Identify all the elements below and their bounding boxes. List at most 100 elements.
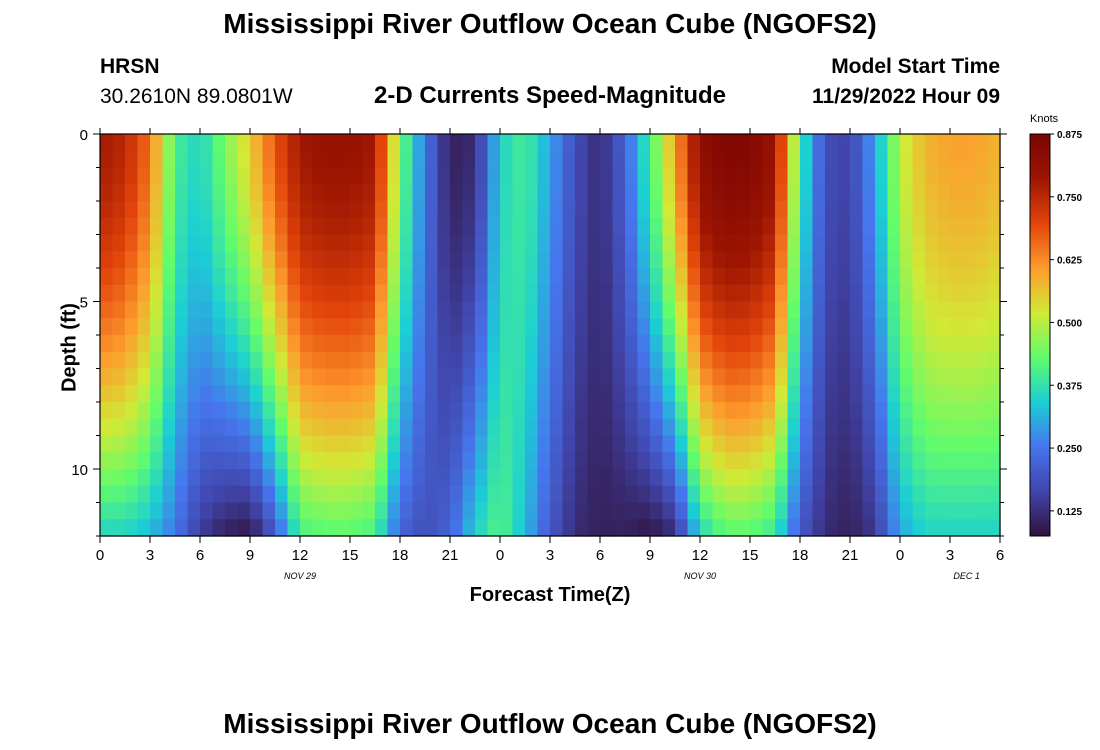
heatmap-cell: [887, 167, 901, 185]
heatmap-cell: [225, 234, 239, 252]
heatmap-cell: [437, 268, 451, 286]
heatmap-cell: [875, 318, 889, 336]
heatmap-cell: [925, 251, 939, 269]
colorbar-tick-label: 0.500: [1057, 318, 1082, 329]
heatmap-cell: [900, 284, 914, 303]
heatmap-cell: [825, 351, 839, 370]
heatmap-cell: [987, 184, 1001, 202]
heatmap-cell: [962, 368, 976, 386]
heatmap-cell: [625, 217, 639, 236]
heatmap-cell: [125, 402, 139, 420]
heatmap-cell: [537, 335, 551, 353]
heatmap-cell: [937, 318, 951, 336]
heatmap-cell: [925, 485, 939, 504]
heatmap-cell: [262, 469, 276, 487]
x-tick-label: 0: [96, 547, 104, 564]
heatmap-cell: [887, 150, 901, 169]
heatmap-cell: [937, 519, 951, 537]
heatmap-cell: [762, 469, 776, 487]
heatmap-cell: [637, 167, 651, 185]
heatmap-cell: [637, 519, 651, 537]
heatmap-cell: [725, 217, 739, 236]
heatmap-cell: [850, 402, 864, 420]
heatmap-cell: [587, 485, 601, 504]
heatmap-cell: [387, 217, 401, 236]
heatmap-cell: [887, 485, 901, 504]
heatmap-cell: [487, 485, 501, 504]
heatmap-cell: [825, 234, 839, 252]
heatmap-cell: [337, 435, 351, 453]
heatmap-cell: [975, 418, 989, 437]
heatmap-cell: [762, 502, 776, 520]
heatmap-cell: [650, 452, 664, 470]
heatmap-cell: [175, 184, 189, 202]
heatmap-cell: [700, 418, 714, 437]
heatmap-cell: [575, 519, 589, 537]
heatmap-cell: [200, 268, 214, 286]
heatmap-cell: [562, 150, 576, 169]
heatmap-cell: [550, 435, 564, 453]
heatmap-cell: [787, 402, 801, 420]
heatmap-cell: [375, 284, 389, 303]
heatmap-cell: [287, 234, 301, 252]
heatmap-cell: [525, 519, 539, 537]
heatmap-cell: [312, 201, 326, 219]
heatmap-cell: [925, 368, 939, 386]
heatmap-cell: [325, 284, 339, 303]
heatmap-cell: [987, 268, 1001, 286]
heatmap-cell: [575, 385, 589, 403]
heatmap-cell: [450, 469, 464, 487]
heatmap-cell: [425, 201, 439, 219]
heatmap-cell: [750, 318, 764, 336]
heatmap-cell: [375, 184, 389, 202]
heatmap-cell: [387, 184, 401, 202]
heatmap-cell: [787, 134, 801, 152]
heatmap-cell: [525, 435, 539, 453]
heatmap-cell: [800, 134, 814, 152]
heatmap-cell: [912, 418, 926, 437]
heatmap-cell: [675, 150, 689, 169]
heatmap-cell: [575, 184, 589, 202]
heatmap-cell: [150, 519, 164, 537]
heatmap-cell: [475, 368, 489, 386]
heatmap-cell: [187, 201, 201, 219]
heatmap-cell: [112, 452, 126, 470]
heatmap-cell: [575, 134, 589, 152]
heatmap-cell: [437, 217, 451, 236]
heatmap-cell: [300, 402, 314, 420]
heatmap-cell: [400, 268, 414, 286]
heatmap-cell: [137, 335, 151, 353]
heatmap-cell: [575, 502, 589, 520]
heatmap-cell: [575, 234, 589, 252]
heatmap-cell: [137, 150, 151, 169]
heatmap-cell: [912, 301, 926, 319]
heatmap-cell: [637, 217, 651, 236]
heatmap-cell: [312, 385, 326, 403]
heatmap-cell: [525, 368, 539, 386]
heatmap-cell: [612, 402, 626, 420]
heatmap-cell: [712, 167, 726, 185]
heatmap-cell: [762, 368, 776, 386]
heatmap-cell: [687, 251, 701, 269]
heatmap-cell: [625, 134, 639, 152]
heatmap-cell: [150, 452, 164, 470]
heatmap-cell: [300, 268, 314, 286]
heatmap-cell: [500, 234, 514, 252]
heatmap-cell: [450, 217, 464, 236]
heatmap-cell: [150, 234, 164, 252]
heatmap-cell: [125, 318, 139, 336]
heatmap-cell: [425, 418, 439, 437]
heatmap-cell: [187, 184, 201, 202]
heatmap-cell: [625, 368, 639, 386]
heatmap-cell: [675, 485, 689, 504]
heatmap-cell: [862, 234, 876, 252]
heatmap-cell: [112, 368, 126, 386]
heatmap-cell: [500, 134, 514, 152]
heatmap-cell: [725, 519, 739, 537]
heatmap-cell: [975, 150, 989, 169]
heatmap-cell: [275, 385, 289, 403]
heatmap-cell: [237, 284, 251, 303]
heatmap-cell: [162, 201, 176, 219]
heatmap-cell: [762, 217, 776, 236]
heatmap-cell: [825, 217, 839, 236]
